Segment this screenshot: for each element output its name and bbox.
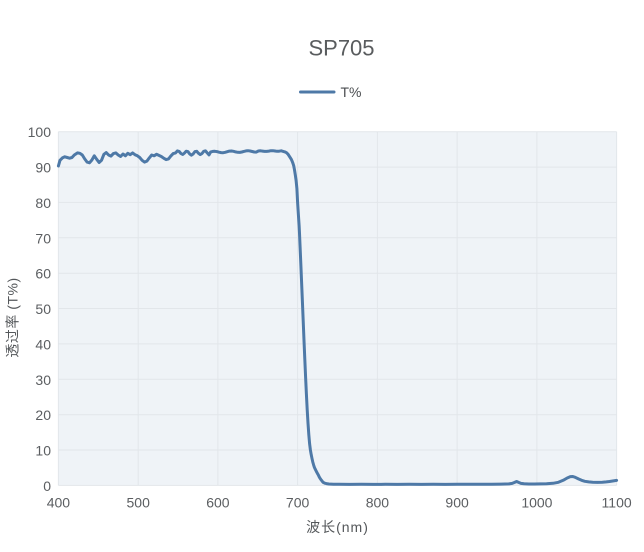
svg-text:70: 70: [35, 230, 51, 246]
svg-text:700: 700: [286, 495, 310, 511]
svg-text:0: 0: [43, 478, 51, 494]
svg-text:800: 800: [366, 495, 390, 511]
svg-text:透过率 (T%): 透过率 (T%): [5, 277, 21, 357]
svg-text:500: 500: [127, 495, 151, 511]
svg-text:90: 90: [35, 160, 51, 176]
svg-text:30: 30: [35, 372, 51, 388]
svg-text:10: 10: [35, 443, 51, 459]
svg-text:100: 100: [28, 124, 52, 140]
svg-text:400: 400: [47, 495, 71, 511]
svg-text:T%: T%: [341, 84, 362, 100]
svg-text:80: 80: [35, 195, 51, 211]
svg-text:900: 900: [445, 495, 469, 511]
svg-text:1000: 1000: [521, 495, 552, 511]
svg-text:50: 50: [35, 301, 51, 317]
svg-text:40: 40: [35, 336, 51, 352]
svg-text:SP705: SP705: [308, 36, 374, 61]
svg-text:60: 60: [35, 266, 51, 282]
svg-text:波长(nm): 波长(nm): [306, 519, 369, 535]
svg-text:1100: 1100: [602, 495, 632, 511]
svg-text:20: 20: [35, 407, 51, 423]
svg-text:600: 600: [206, 495, 230, 511]
